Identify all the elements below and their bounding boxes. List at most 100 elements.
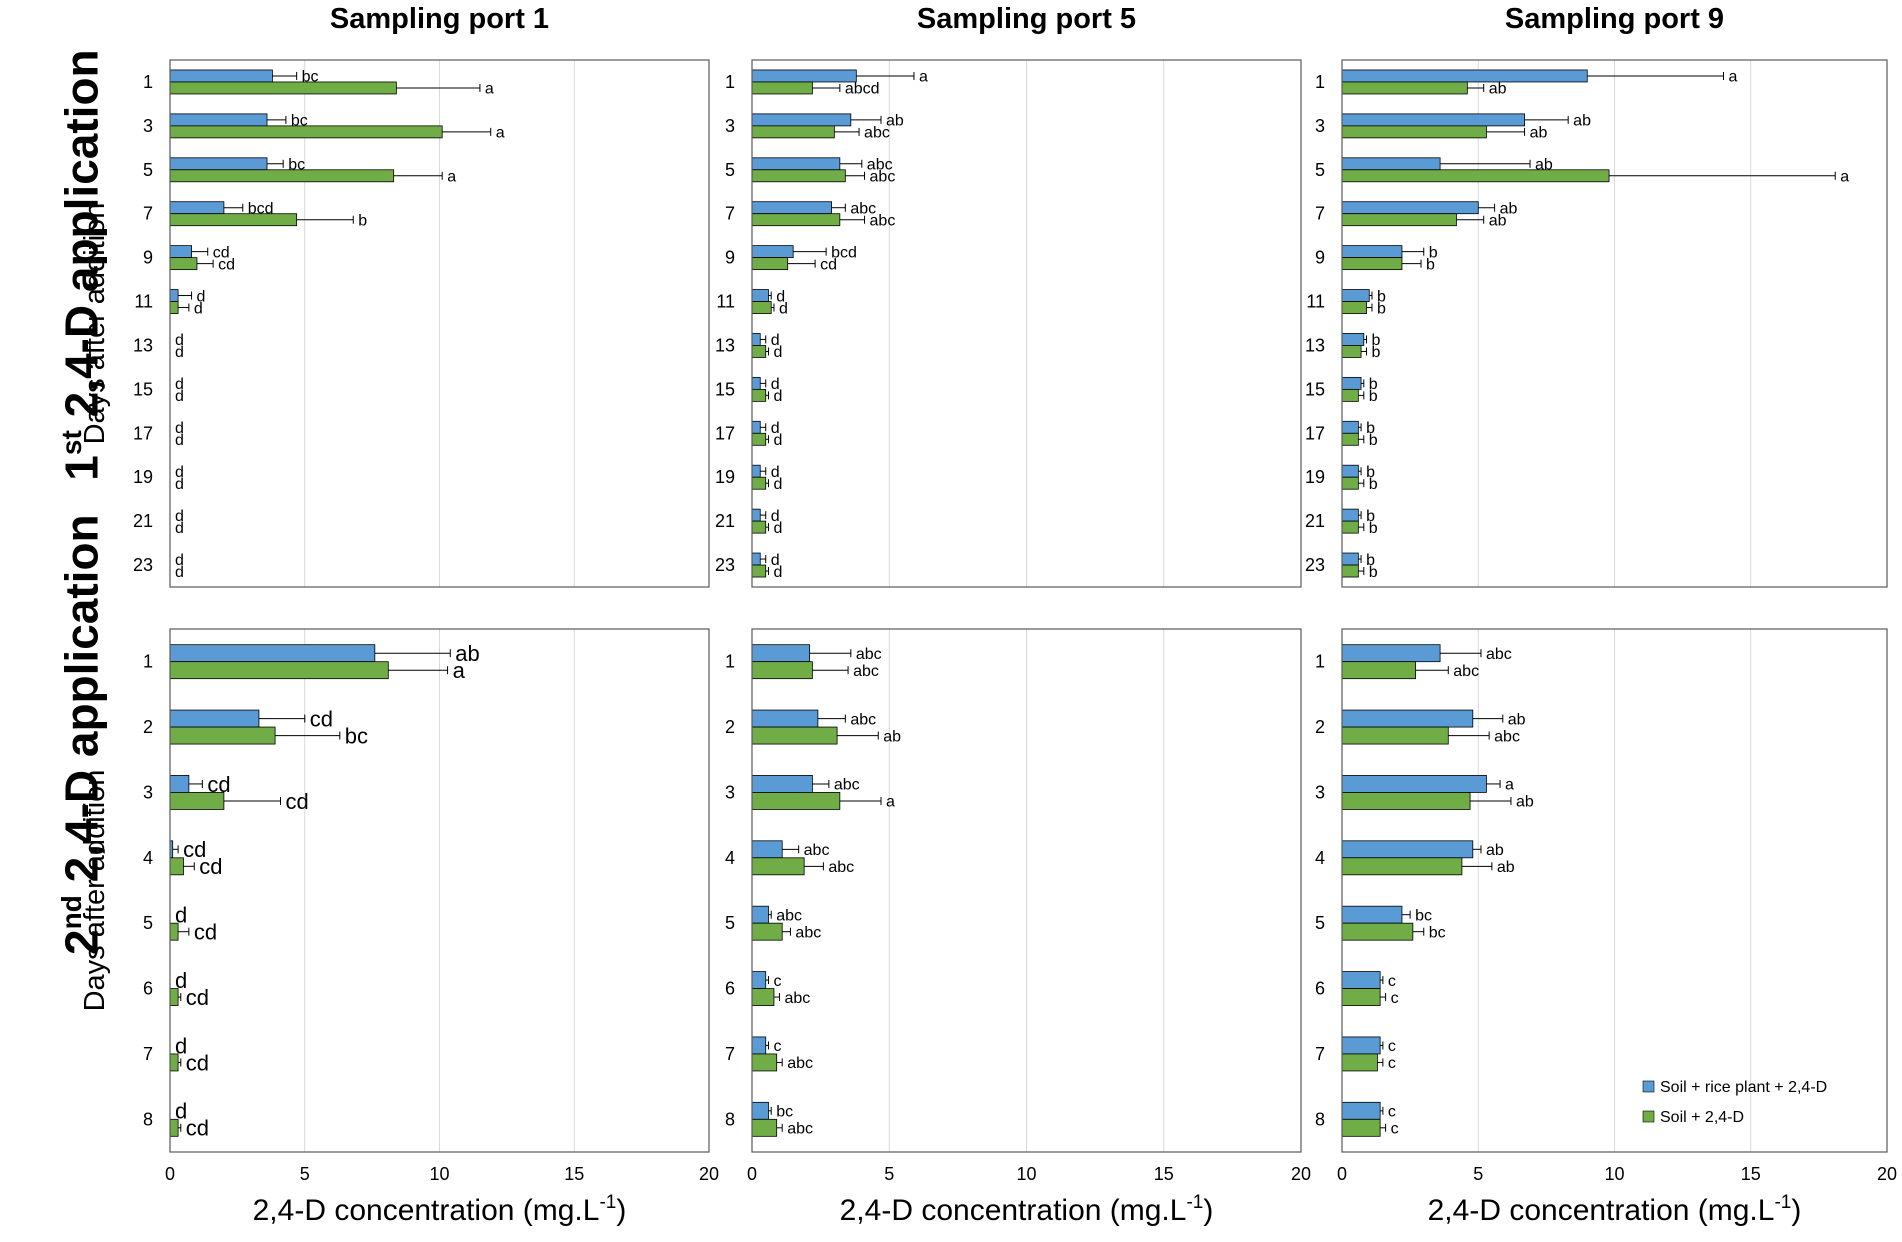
significance-letter: ab: [1535, 157, 1553, 174]
bar: [169, 644, 376, 663]
significance-letter: bc: [776, 1104, 793, 1121]
bar: [1341, 432, 1359, 446]
significance-letter: a: [1505, 777, 1514, 794]
significance-letter: a: [1729, 69, 1738, 86]
y-tick-label: 2: [725, 717, 735, 737]
significance-letter: abc: [850, 200, 876, 217]
significance-letter: abc: [1486, 646, 1512, 663]
y-tick-label: 5: [725, 913, 735, 933]
significance-letter: c: [1388, 1104, 1396, 1121]
y-tick-label: 3: [725, 116, 735, 136]
significance-letter: ab: [1530, 125, 1548, 142]
significance-letter: ab: [886, 113, 904, 130]
bar: [751, 376, 761, 390]
y-tick-label: 5: [1315, 913, 1325, 933]
bar: [751, 301, 772, 314]
significance-letter: d: [773, 388, 782, 405]
y-tick-label: 19: [133, 467, 153, 487]
y-tick-label: 23: [715, 555, 735, 575]
significance-letter: d: [175, 332, 184, 349]
bar: [1341, 113, 1525, 127]
significance-letter: abc: [870, 212, 896, 229]
significance-letter: bc: [1415, 907, 1432, 924]
bar: [1341, 840, 1474, 859]
significance-letter: abc: [864, 125, 890, 142]
bar: [751, 257, 789, 271]
significance-letter: abc: [784, 990, 810, 1007]
y-tick-label: 5: [1315, 160, 1325, 180]
legend: Soil + rice plant + 2,4-D Soil + 2,4-D: [1642, 1079, 1827, 1126]
bar: [169, 726, 276, 745]
y-tick-label: 11: [134, 292, 153, 312]
significance-letter: c: [1388, 1038, 1396, 1055]
significance-letter: b: [1369, 564, 1378, 581]
y-tick-label: 11: [1306, 292, 1325, 312]
bar: [169, 1118, 179, 1137]
bar: [1341, 157, 1441, 171]
y-tick-label: 1: [143, 72, 153, 92]
bar: [751, 1101, 769, 1120]
significance-letter: b: [1377, 300, 1386, 317]
bar: [751, 709, 819, 728]
bar: [751, 905, 769, 924]
significance-letter: d: [773, 564, 782, 581]
significance-letter: abc: [853, 663, 879, 680]
bar: [1341, 1118, 1381, 1137]
bar: [1341, 552, 1359, 566]
bar: [169, 201, 225, 215]
significance-letter: b: [1366, 420, 1375, 437]
x-tick-label: 20: [699, 1164, 719, 1184]
significance-letter: a: [919, 69, 928, 86]
plot-frame: [751, 628, 1302, 1153]
y-axis-label: Days after addition: [79, 203, 111, 445]
bar: [169, 69, 273, 83]
plot-frame: [751, 59, 1302, 588]
significance-letter: b: [1372, 332, 1381, 349]
y-tick-label: 9: [1315, 248, 1325, 268]
bar: [169, 125, 443, 139]
legend-swatch: [1642, 1080, 1655, 1093]
bar: [751, 69, 857, 83]
significance-letter: a: [886, 794, 895, 811]
bar: [751, 971, 767, 989]
y-tick-label: 13: [133, 335, 153, 355]
significance-letter: abc: [804, 842, 830, 859]
bar: [1341, 922, 1414, 941]
x-tick-label: 10: [1604, 1164, 1624, 1184]
y-tick-label: 13: [1305, 335, 1325, 355]
significance-letter: d: [773, 476, 782, 493]
significance-letter: abc: [1453, 663, 1479, 680]
bar: [1341, 564, 1359, 578]
significance-letter: a: [485, 81, 494, 98]
significance-letter: abc: [870, 169, 896, 186]
significance-letter: d: [175, 476, 184, 493]
bar: [751, 988, 775, 1006]
significance-letter: bc: [291, 113, 308, 130]
y-tick-label: 3: [143, 116, 153, 136]
significance-letter: d: [175, 508, 184, 525]
y-tick-label: 5: [143, 160, 153, 180]
bar: [1341, 169, 1610, 183]
significance-letter: cd: [820, 256, 837, 273]
bar: [1341, 1101, 1381, 1120]
y-tick-label: 6: [1315, 979, 1325, 999]
y-tick-label: 7: [143, 204, 153, 224]
significance-letter: d: [175, 903, 187, 928]
plot-frame: [1341, 628, 1888, 1153]
panel-title: Sampling port 9: [1505, 3, 1724, 35]
plot-frame: [169, 628, 710, 1153]
y-tick-label: 1: [1315, 72, 1325, 92]
bar: [751, 345, 767, 358]
significance-letter: d: [175, 1099, 187, 1124]
bar: [169, 113, 268, 127]
bar: [169, 661, 389, 680]
significance-letter: cd: [199, 854, 222, 879]
significance-letter: a: [447, 169, 456, 186]
y-tick-label: 1: [725, 652, 735, 672]
bar: [1341, 257, 1403, 271]
bar: [1341, 420, 1359, 434]
